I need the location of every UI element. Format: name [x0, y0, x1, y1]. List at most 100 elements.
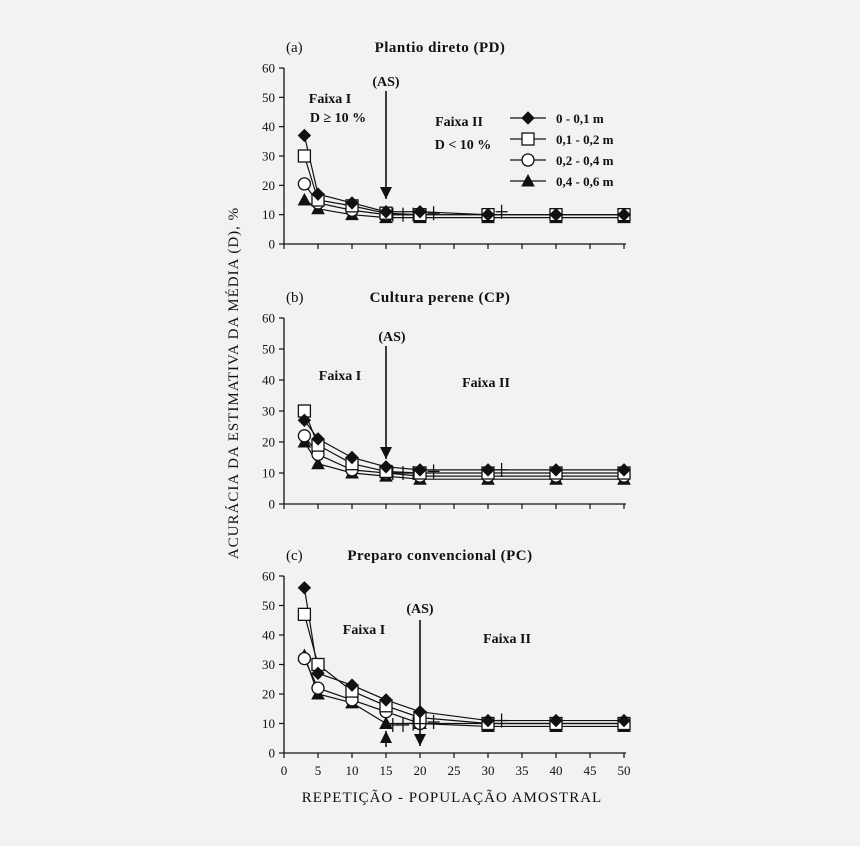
plus-marker	[397, 207, 409, 222]
annotation-faixa2_cond: D < 10 %	[435, 138, 492, 153]
legend-marker	[521, 132, 535, 146]
up-arrow	[380, 731, 392, 747]
data-point	[345, 196, 359, 210]
as-arrow	[380, 91, 392, 199]
data-point	[345, 678, 359, 692]
x-tick-label: 30	[482, 763, 495, 778]
legend-label: 0,2 - 0,4 m	[556, 153, 614, 168]
data-point	[297, 429, 312, 443]
data-point	[617, 713, 631, 728]
panel-letter: (a)	[286, 40, 303, 56]
annotation-as: (AS)	[378, 330, 406, 345]
arrow-head	[414, 734, 426, 746]
data-point	[379, 693, 393, 707]
panel-a: 0 10 20 30 40 50 60 (a) Plantio direto (PD) (AS) F…	[262, 40, 631, 252]
panel-letter: (b)	[286, 290, 304, 306]
y-tick-label: 60	[262, 311, 275, 326]
y-tick-label: 40	[262, 373, 275, 388]
y-tick-label: 30	[262, 149, 275, 164]
legend: 0 - 0,1 m 0,1 - 0,2 m 0,2 - 0,4 m 0,4 - 0,6…	[510, 111, 614, 189]
y-tick-label: 30	[262, 404, 275, 419]
data-point	[481, 207, 495, 222]
annotation-as: (AS)	[406, 602, 434, 617]
x-tick-label: 35	[516, 763, 529, 778]
data-point	[311, 187, 325, 201]
legend-entry: 0 - 0,1 m	[510, 111, 604, 126]
x-tick-label: 10	[346, 763, 359, 778]
legend-marker	[521, 111, 535, 125]
data-point	[549, 207, 563, 222]
data-point	[297, 413, 312, 428]
as-arrow	[414, 620, 426, 746]
annotation-faixa1_cond: D ≥ 10 %	[310, 111, 366, 126]
data-point	[297, 581, 312, 595]
data-point	[481, 713, 495, 728]
data-point	[379, 205, 393, 219]
data-point	[297, 177, 312, 191]
plus-marker	[427, 206, 440, 221]
panel-b: 0 10 20 30 40 50 60 (b) Cultura perene (CP) (AS) F…	[262, 290, 631, 512]
plus-marker	[427, 715, 440, 730]
legend-entry: 0,4 - 0,6 m	[510, 173, 614, 189]
data-point	[311, 666, 325, 681]
plus-marker	[495, 204, 508, 219]
y-tick-label: 40	[262, 628, 275, 643]
annotation-faixa2: Faixa II	[462, 376, 510, 391]
x-tick-label: 5	[315, 763, 322, 778]
legend-label: 0,4 - 0,6 m	[556, 174, 614, 189]
data-point	[617, 463, 631, 477]
y-tick-label: 60	[262, 569, 275, 584]
as-arrow	[380, 346, 392, 459]
x-tick-label: 40	[550, 763, 563, 778]
legend-label: 0,1 - 0,2 m	[556, 132, 614, 147]
panel-c: 0 10 20 30 40 50 60 0 5 10 15 20 25 30 35 40 45 50 (c) Prep…	[262, 548, 631, 778]
plus-marker	[427, 464, 440, 479]
panel-title: Cultura perene (CP)	[370, 290, 511, 306]
legend-marker	[521, 173, 535, 187]
y-tick-label: 60	[262, 61, 275, 76]
data-point	[297, 192, 312, 206]
data-point	[311, 432, 325, 446]
data-point	[311, 456, 325, 470]
data-point	[549, 713, 563, 728]
data-point	[345, 450, 359, 465]
y-tick-label: 50	[262, 598, 275, 613]
y-tick-label: 40	[262, 119, 275, 134]
annotation-faixa1: Faixa I	[319, 369, 361, 384]
arrow-head	[380, 187, 392, 199]
y-tick-label: 0	[269, 237, 276, 252]
legend-entry: 0,1 - 0,2 m	[510, 132, 614, 147]
data-point	[617, 207, 631, 222]
data-point	[549, 463, 563, 477]
annotation-faixa2: Faixa II	[435, 115, 483, 130]
y-tick-label: 0	[269, 497, 276, 512]
legend-entry: 0,2 - 0,4 m	[510, 153, 614, 168]
annotation-as: (AS)	[372, 75, 400, 90]
x-tick-label: 0	[281, 763, 288, 778]
y-tick-label: 50	[262, 342, 275, 357]
annotation-faixa1: Faixa I	[343, 623, 385, 638]
y-tick-label: 10	[262, 466, 275, 481]
x-tick-label: 15	[380, 763, 393, 778]
data-point	[413, 205, 427, 219]
y-tick-label: 30	[262, 657, 275, 672]
x-tick-label: 25	[448, 763, 461, 778]
data-point	[311, 681, 325, 695]
y-tick-label: 10	[262, 207, 275, 222]
panel-letter: (c)	[286, 548, 303, 564]
annotation-faixa2: Faixa II	[483, 632, 531, 647]
plus-marker	[397, 717, 409, 732]
annotation-faixa1: Faixa I	[309, 92, 351, 107]
data-point	[297, 149, 312, 163]
x-tick-label: 20	[414, 763, 427, 778]
data-point	[413, 463, 427, 477]
data-point	[379, 716, 393, 729]
y-tick-label: 10	[262, 716, 275, 731]
data-point	[481, 463, 495, 477]
panel-title: Preparo convencional (PC)	[347, 548, 532, 564]
data-point	[297, 128, 312, 143]
y-tick-label: 50	[262, 90, 275, 105]
plus-marker	[495, 713, 508, 728]
